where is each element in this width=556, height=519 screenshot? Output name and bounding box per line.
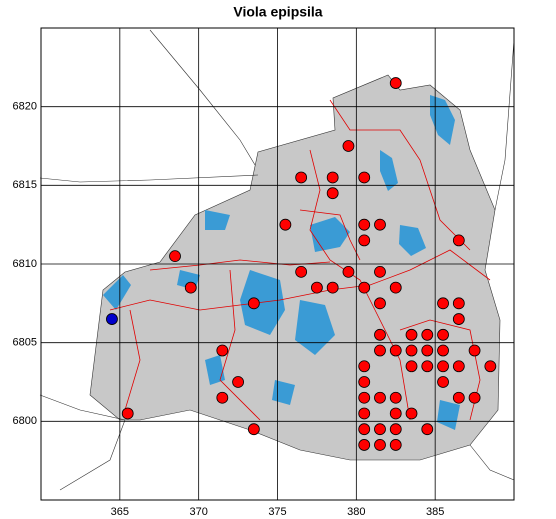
point bbox=[421, 328, 434, 341]
point bbox=[405, 360, 418, 373]
point bbox=[374, 328, 386, 341]
point bbox=[405, 344, 418, 357]
point bbox=[358, 234, 371, 247]
point bbox=[326, 171, 339, 184]
point bbox=[184, 281, 197, 294]
point bbox=[374, 297, 386, 310]
point bbox=[295, 265, 308, 278]
point bbox=[326, 187, 339, 200]
point bbox=[437, 344, 449, 357]
point bbox=[374, 265, 386, 278]
point bbox=[405, 407, 418, 420]
point bbox=[279, 218, 292, 231]
x-tick-label: 375 bbox=[268, 506, 286, 518]
point bbox=[389, 391, 402, 404]
point bbox=[247, 423, 260, 436]
point bbox=[421, 423, 434, 436]
point bbox=[358, 407, 371, 420]
point bbox=[389, 407, 402, 420]
point bbox=[358, 423, 371, 436]
x-tick-label: 385 bbox=[426, 506, 444, 518]
point bbox=[358, 376, 371, 388]
point bbox=[295, 171, 308, 184]
point bbox=[342, 140, 355, 152]
point bbox=[374, 218, 386, 231]
roads bbox=[39, 29, 515, 491]
point bbox=[374, 344, 386, 357]
point bbox=[421, 344, 434, 357]
point bbox=[216, 344, 229, 357]
point bbox=[452, 313, 465, 325]
point bbox=[484, 360, 497, 373]
point bbox=[358, 391, 371, 404]
point bbox=[358, 281, 371, 294]
point bbox=[374, 439, 386, 451]
point bbox=[326, 281, 339, 294]
point bbox=[358, 171, 371, 184]
point bbox=[232, 376, 244, 388]
point bbox=[374, 423, 386, 436]
point bbox=[468, 391, 481, 404]
y-tick-label: 6815 bbox=[13, 179, 37, 191]
y-tick-label: 6800 bbox=[13, 415, 37, 427]
y-tick-label: 6805 bbox=[13, 337, 37, 349]
point bbox=[452, 360, 465, 373]
point bbox=[389, 281, 402, 294]
point bbox=[247, 297, 260, 310]
point bbox=[358, 439, 371, 451]
point bbox=[121, 407, 134, 420]
point bbox=[358, 360, 371, 373]
point bbox=[452, 391, 465, 404]
y-tick-label: 6810 bbox=[13, 258, 37, 270]
point bbox=[358, 218, 371, 231]
point bbox=[421, 360, 434, 373]
point bbox=[216, 391, 229, 404]
point bbox=[452, 297, 465, 310]
point bbox=[106, 313, 118, 325]
x-tick-label: 370 bbox=[189, 506, 207, 518]
point bbox=[468, 344, 481, 357]
region bbox=[89, 74, 501, 461]
point bbox=[311, 281, 323, 294]
point bbox=[437, 360, 449, 373]
point bbox=[389, 344, 402, 357]
point bbox=[405, 328, 418, 341]
point bbox=[389, 423, 402, 436]
chart-title: Viola epipsila bbox=[233, 4, 322, 20]
x-tick-label: 365 bbox=[111, 506, 129, 518]
point bbox=[389, 77, 402, 89]
point bbox=[169, 250, 181, 263]
point bbox=[342, 265, 355, 278]
y-tick-label: 6820 bbox=[13, 101, 37, 113]
point bbox=[437, 328, 449, 341]
point bbox=[389, 439, 402, 451]
x-tick-label: 380 bbox=[347, 506, 365, 518]
point bbox=[437, 376, 449, 388]
point bbox=[437, 297, 449, 310]
point bbox=[452, 234, 465, 247]
point bbox=[374, 391, 386, 404]
